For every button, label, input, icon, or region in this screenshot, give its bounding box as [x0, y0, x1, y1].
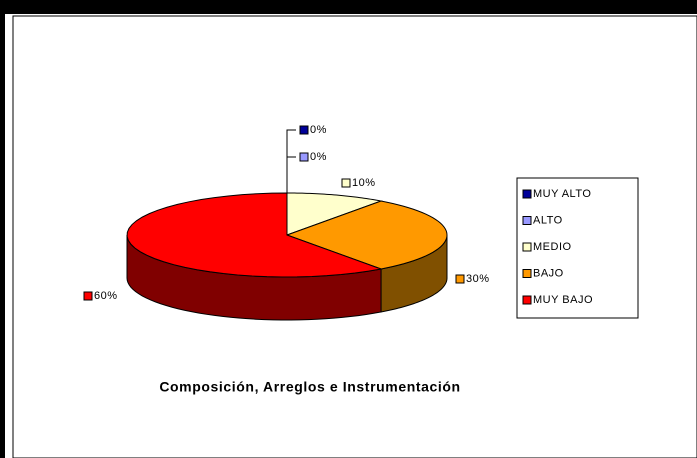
legend-swatch	[522, 295, 532, 305]
legend-swatch	[522, 269, 532, 278]
legend-label: MUY BAJO	[533, 294, 593, 306]
legend-label: BAJO	[533, 267, 564, 279]
data-label: 10%	[352, 177, 376, 189]
data-label: 60%	[94, 290, 118, 302]
slice	[285, 200, 448, 270]
slice	[286, 192, 383, 236]
legend-box	[516, 177, 639, 319]
label-swatch	[455, 274, 465, 284]
legend-swatch	[522, 189, 532, 199]
label-swatch	[299, 152, 309, 162]
data-label: 30%	[466, 273, 490, 285]
legend-label: MEDIO	[533, 241, 572, 253]
data-label: 0%	[310, 151, 327, 163]
slice	[126, 192, 383, 278]
label-swatch	[299, 125, 309, 135]
data-label: 0%	[310, 124, 327, 136]
label-swatch	[341, 178, 351, 188]
leader-line	[286, 129, 296, 193]
legend-swatch	[522, 242, 532, 252]
chart-title: Composición, Arreglos e Instrumentación	[159, 379, 460, 395]
label-swatch	[83, 291, 93, 301]
legend-label: MUY ALTO	[533, 188, 591, 200]
legend-swatch	[522, 216, 532, 225]
legend-label: ALTO	[533, 214, 563, 226]
